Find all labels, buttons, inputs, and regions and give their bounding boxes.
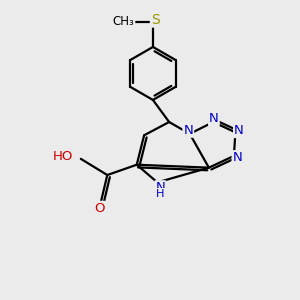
Text: O: O [94,202,105,215]
Text: CH₃: CH₃ [112,15,134,28]
Text: N: N [155,181,165,194]
Text: HO: HO [53,150,74,163]
Text: H: H [156,189,165,199]
Text: N: N [183,124,193,137]
Text: S: S [151,13,160,27]
Text: N: N [209,112,219,125]
Text: N: N [234,124,244,137]
Text: N: N [232,151,242,164]
